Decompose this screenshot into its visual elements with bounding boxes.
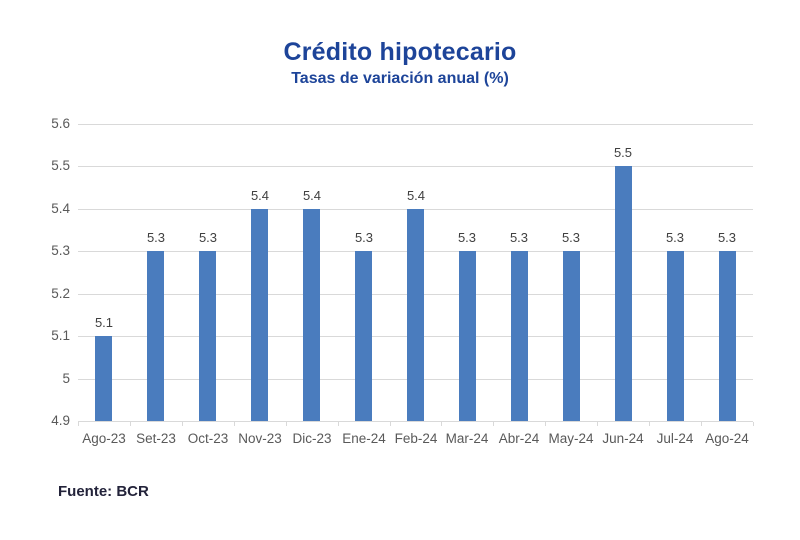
x-axis-tick	[649, 422, 650, 426]
bar-value-label: 5.3	[198, 230, 218, 245]
bar-value-label: 5.1	[94, 315, 114, 330]
x-category-label: Ago-24	[705, 431, 749, 446]
x-axis-tick	[130, 422, 131, 426]
x-axis-tick	[234, 422, 235, 426]
bar-value-label: 5.3	[509, 230, 529, 245]
x-category-label: Jun-24	[602, 431, 644, 446]
x-category-label: Abr-24	[498, 431, 540, 446]
x-axis-tick	[753, 422, 754, 426]
gridline	[78, 166, 753, 167]
y-tick-label: 5.5	[51, 158, 70, 173]
x-category-label: Ago-23	[82, 431, 126, 446]
bar	[511, 251, 528, 421]
bar	[95, 336, 112, 421]
x-category-label: Set-23	[136, 431, 176, 446]
y-tick-label: 5.6	[51, 116, 70, 131]
bar-value-label: 5.3	[354, 230, 374, 245]
y-tick-label: 5.4	[51, 201, 70, 216]
bar	[719, 251, 736, 421]
x-axis-tick	[182, 422, 183, 426]
source-note: Fuente: BCR	[58, 483, 149, 500]
bar-value-label: 5.3	[665, 230, 685, 245]
bar	[199, 251, 216, 421]
bar-value-label: 5.3	[561, 230, 581, 245]
x-category-label: Ene-24	[342, 431, 386, 446]
bar-value-label: 5.3	[457, 230, 477, 245]
y-tick-label: 5.1	[51, 328, 70, 343]
chart-subtitle: Tasas de variación anual (%)	[291, 70, 509, 87]
x-axis-tick	[441, 422, 442, 426]
bar	[459, 251, 476, 421]
bar	[355, 251, 372, 421]
x-axis-tick	[545, 422, 546, 426]
x-category-label: May-24	[548, 431, 594, 446]
bar	[667, 251, 684, 421]
x-axis-line	[78, 421, 753, 422]
gridline	[78, 124, 753, 125]
chart-title: Crédito hipotecario	[283, 38, 517, 66]
bar-value-label: 5.4	[250, 188, 270, 203]
x-category-label: Jul-24	[656, 431, 694, 446]
y-tick-label: 5	[62, 371, 70, 386]
bar	[303, 209, 320, 421]
x-category-label: Oct-23	[187, 431, 229, 446]
x-axis-tick	[597, 422, 598, 426]
x-category-label: Dic-23	[292, 431, 332, 446]
bar	[563, 251, 580, 421]
x-axis-tick	[78, 422, 79, 426]
bar	[147, 251, 164, 421]
bar-value-label: 5.4	[406, 188, 426, 203]
bar-value-label: 5.3	[717, 230, 737, 245]
bar-value-label: 5.3	[146, 230, 166, 245]
bar	[615, 166, 632, 421]
x-category-label: Feb-24	[394, 431, 438, 446]
y-tick-label: 4.9	[51, 413, 70, 428]
bar	[251, 209, 268, 421]
y-tick-label: 5.3	[51, 243, 70, 258]
bar	[407, 209, 424, 421]
x-category-label: Mar-24	[445, 431, 489, 446]
x-axis-tick	[493, 422, 494, 426]
x-category-label: Nov-23	[238, 431, 282, 446]
bar-value-label: 5.4	[302, 188, 322, 203]
x-axis-tick	[390, 422, 391, 426]
x-axis-tick	[338, 422, 339, 426]
bar-value-label: 5.5	[613, 145, 633, 160]
x-axis-tick	[286, 422, 287, 426]
y-tick-label: 5.2	[51, 286, 70, 301]
x-axis-tick	[701, 422, 702, 426]
